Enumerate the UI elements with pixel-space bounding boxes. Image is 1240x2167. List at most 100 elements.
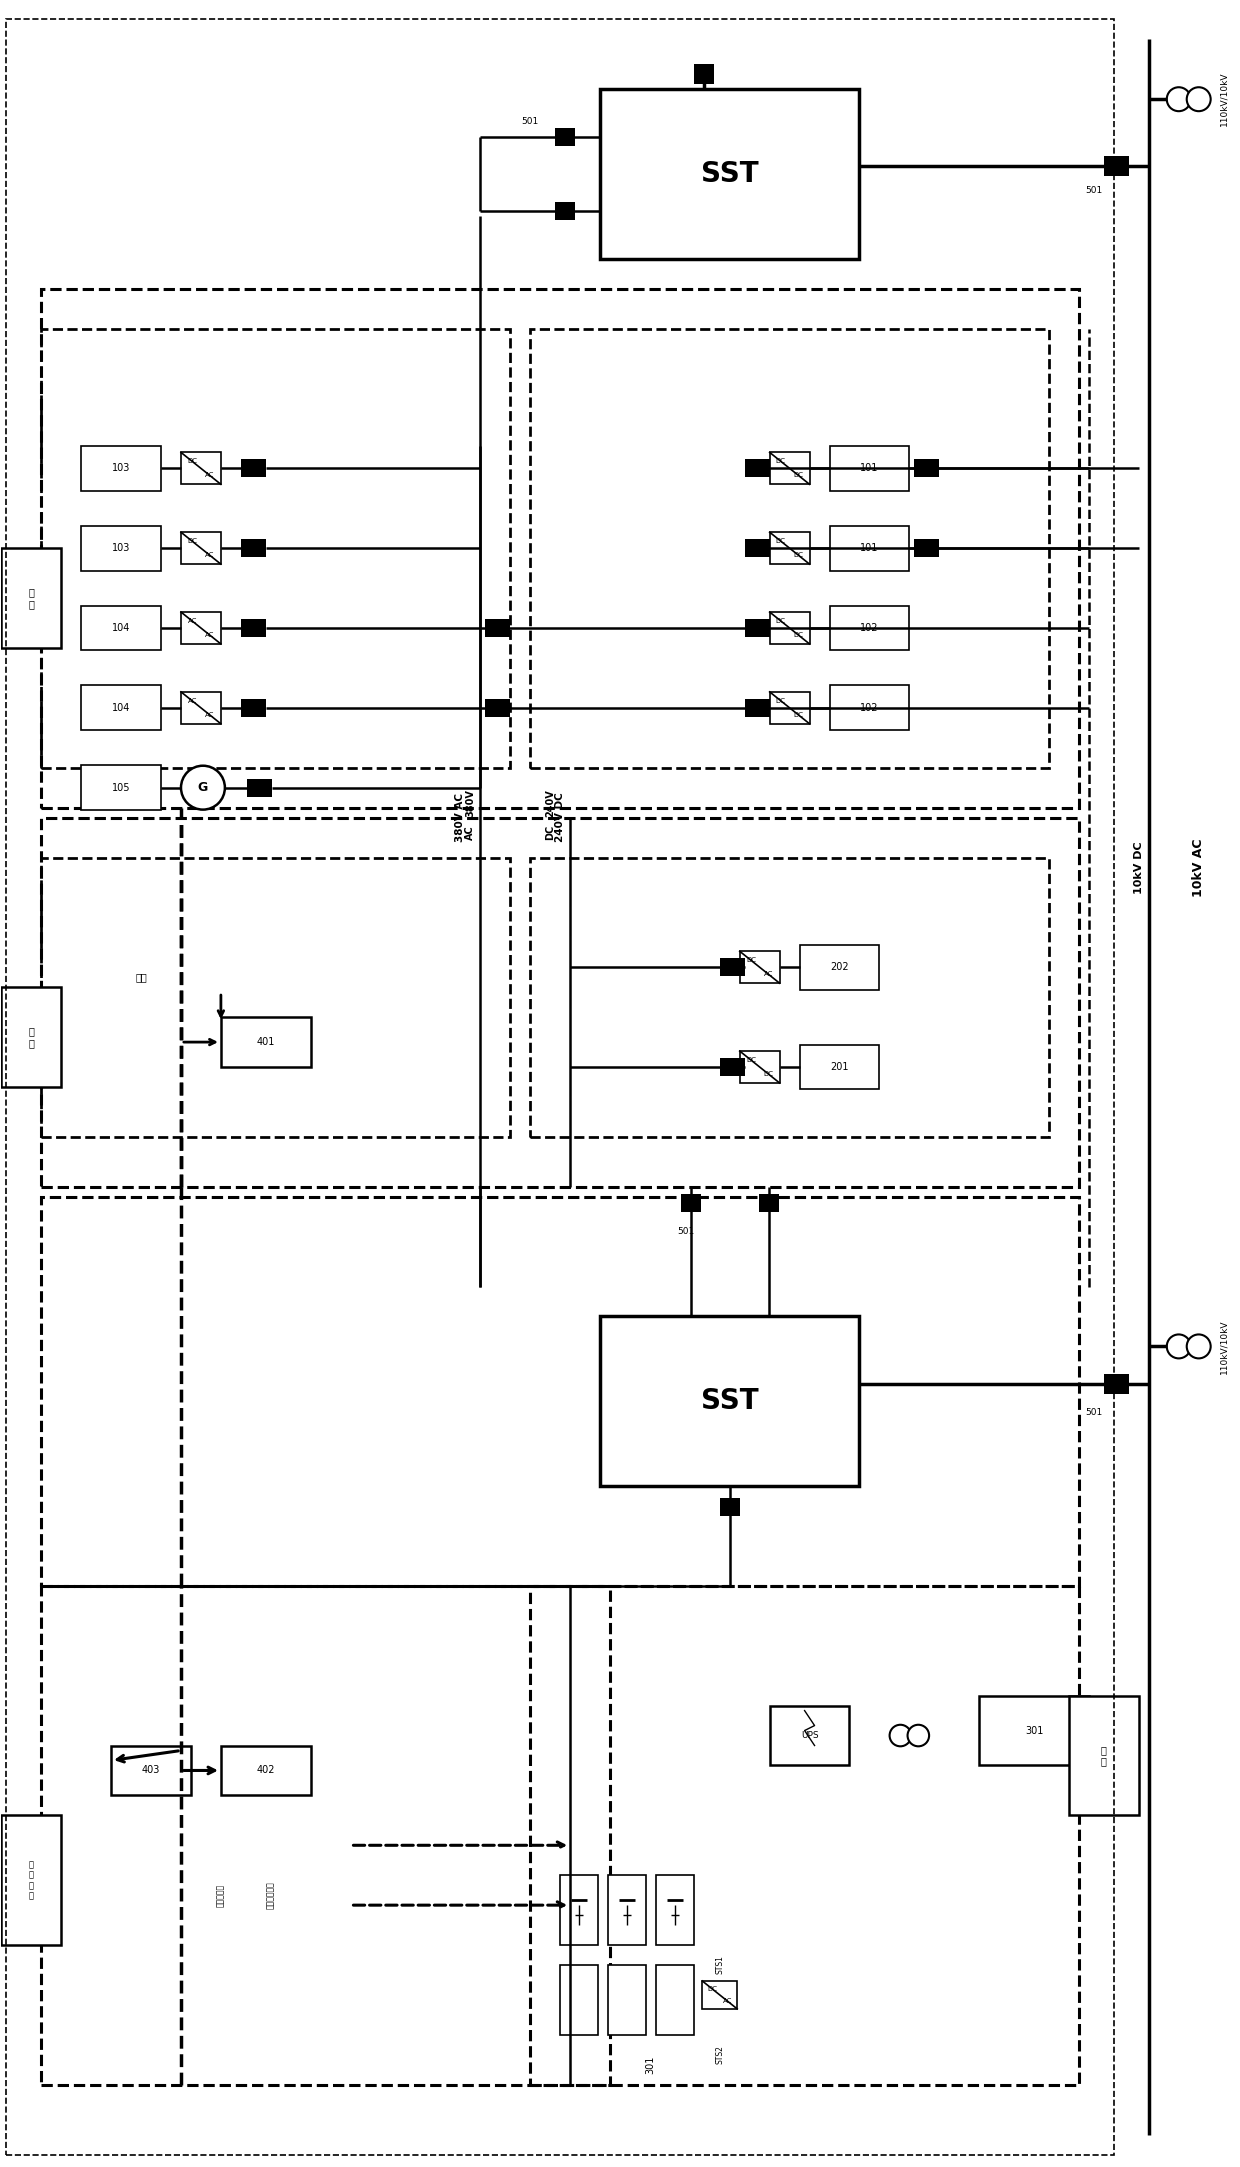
Bar	[41, 329, 510, 767]
Text: 401: 401	[257, 1038, 275, 1047]
Bar	[770, 533, 810, 563]
Bar	[1104, 1374, 1128, 1393]
Bar	[719, 958, 745, 977]
Text: STS1: STS1	[715, 1955, 724, 1974]
Bar	[608, 1965, 646, 2035]
Text: AC: AC	[465, 826, 475, 841]
Bar	[241, 620, 265, 637]
Text: DC: DC	[776, 459, 786, 464]
Bar	[485, 700, 510, 717]
Bar	[221, 1744, 311, 1796]
Bar	[608, 1874, 646, 1946]
Text: DC: DC	[707, 1985, 717, 1991]
Bar	[1104, 156, 1128, 176]
Text: AC: AC	[205, 472, 215, 479]
Bar	[41, 288, 1079, 808]
Bar	[702, 1981, 738, 2009]
Bar	[759, 1194, 779, 1211]
Bar	[531, 329, 1049, 767]
Bar	[241, 540, 265, 557]
Text: DC: DC	[746, 958, 756, 964]
Bar	[914, 459, 939, 477]
Bar	[800, 1044, 879, 1090]
Bar	[41, 1196, 1079, 1586]
Bar	[719, 1057, 745, 1077]
Circle shape	[908, 1725, 929, 1747]
Text: SST: SST	[701, 160, 759, 189]
Bar	[81, 685, 161, 730]
Bar	[41, 858, 510, 1138]
Bar	[681, 1194, 701, 1211]
Text: DC: DC	[746, 1057, 756, 1064]
Bar	[719, 1497, 740, 1517]
Text: DC: DC	[776, 618, 786, 624]
Text: 101: 101	[861, 544, 879, 553]
Bar	[830, 527, 909, 570]
Text: 501: 501	[1085, 1409, 1102, 1417]
Text: 501: 501	[1085, 186, 1102, 195]
Bar	[81, 765, 161, 810]
Text: DC: DC	[794, 633, 804, 637]
Bar	[560, 1874, 598, 1946]
Bar	[830, 605, 909, 650]
Bar	[656, 1874, 694, 1946]
Text: 501: 501	[677, 1227, 694, 1235]
Text: DC: DC	[546, 826, 556, 841]
Text: UPS: UPS	[801, 1731, 818, 1740]
Text: 240V DC: 240V DC	[556, 793, 565, 843]
Text: 103: 103	[112, 464, 130, 472]
Bar	[770, 453, 810, 485]
Text: 104: 104	[112, 624, 130, 633]
Text: AC: AC	[764, 971, 774, 977]
Bar	[770, 1705, 849, 1766]
Text: 103: 103	[112, 544, 130, 553]
Bar	[745, 700, 770, 717]
Bar	[980, 1695, 1089, 1766]
Bar	[800, 945, 879, 990]
Bar	[181, 453, 221, 485]
Text: 综
合
利
用: 综 合 利 用	[29, 1859, 33, 1900]
Bar	[181, 691, 221, 724]
Circle shape	[1167, 1335, 1190, 1359]
Text: DC: DC	[794, 553, 804, 559]
Circle shape	[1167, 87, 1190, 111]
Text: 充储: 充储	[135, 973, 148, 982]
Bar	[81, 446, 161, 492]
Text: AC: AC	[205, 553, 215, 559]
Bar	[740, 951, 780, 984]
Circle shape	[1187, 87, 1210, 111]
Circle shape	[889, 1725, 911, 1747]
Text: DC: DC	[776, 537, 786, 544]
Text: DC: DC	[794, 472, 804, 479]
Bar	[485, 620, 510, 637]
Text: DC: DC	[187, 537, 197, 544]
Text: 负
荷: 负 荷	[1101, 1744, 1107, 1766]
Text: AC: AC	[205, 633, 215, 637]
Bar	[745, 540, 770, 557]
Bar	[560, 1965, 598, 2035]
Text: 智能配电柜: 智能配电柜	[217, 1883, 226, 1907]
Text: 110kV/10kV: 110kV/10kV	[1219, 1320, 1228, 1374]
Text: 102: 102	[861, 624, 879, 633]
Bar	[531, 1586, 1079, 2085]
Bar	[830, 685, 909, 730]
Bar	[745, 459, 770, 477]
Text: 101: 101	[861, 464, 879, 472]
Bar	[556, 128, 575, 145]
Bar	[656, 1965, 694, 2035]
Text: DC: DC	[794, 713, 804, 717]
Bar	[770, 691, 810, 724]
Bar	[556, 202, 575, 221]
Text: STS2: STS2	[715, 2046, 724, 2065]
Text: 源
变: 源 变	[29, 587, 35, 609]
Text: 202: 202	[831, 962, 849, 973]
Bar	[830, 446, 909, 492]
Text: G: G	[198, 780, 208, 793]
Text: 201: 201	[831, 1062, 848, 1073]
Text: 380V AC: 380V AC	[455, 793, 465, 843]
Bar	[41, 1586, 610, 2085]
Text: AC: AC	[187, 618, 197, 624]
Bar	[241, 700, 265, 717]
Bar	[740, 1051, 780, 1084]
Text: 104: 104	[112, 702, 130, 713]
